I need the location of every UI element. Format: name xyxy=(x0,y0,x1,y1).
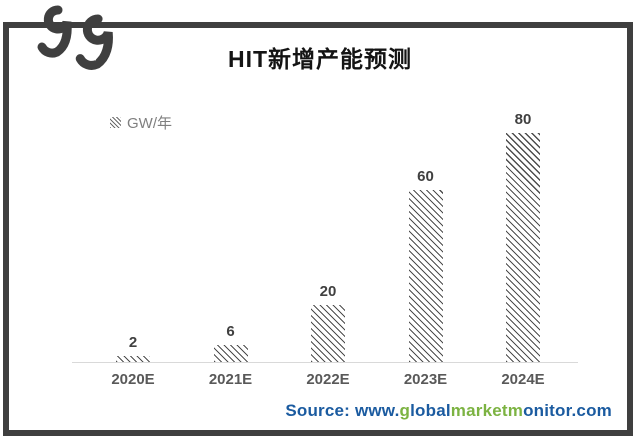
bar-2021E xyxy=(213,345,248,362)
x-axis-label-2022E: 2022E xyxy=(306,371,350,388)
legend-hatch-swatch-icon xyxy=(110,117,121,128)
x-axis-label-2023E: 2023E xyxy=(403,371,448,388)
bar-2024E xyxy=(506,133,540,362)
legend-label: GW/年 xyxy=(127,115,172,132)
chart-title: HIT新增产能预测 xyxy=(227,46,413,72)
source-segment-4: m xyxy=(507,401,524,420)
x-axis-label-2024E: 2024E xyxy=(501,371,545,388)
bar-2020E xyxy=(116,356,150,362)
source-segment-0: Source: www. xyxy=(285,401,400,420)
value-label-2021E: 6 xyxy=(226,323,235,340)
value-label-2024E: 80 xyxy=(514,111,532,128)
bar-2023E xyxy=(408,190,443,362)
double-hook-ee-logo-icon xyxy=(37,5,113,70)
x-axis-labels: 2020E 2021E 2022E 2023E 2024E xyxy=(72,371,578,391)
source-segment-1: g xyxy=(399,401,411,420)
source-segment-3: market xyxy=(450,401,508,420)
x-axis-label-2021E: 2021E xyxy=(208,371,253,388)
value-label-2022E: 20 xyxy=(319,283,337,300)
value-label-2020E: 2 xyxy=(128,334,138,351)
source-attribution: Source: www.globalmarketmonitor.com xyxy=(285,401,612,421)
source-segment-2: lobal xyxy=(410,401,451,420)
legend: GW/年 xyxy=(110,112,172,133)
source-segment-5: onitor.com xyxy=(523,401,612,420)
bar-2022E xyxy=(311,305,345,362)
plot-area: 2 6 20 60 80 xyxy=(72,111,578,363)
x-axis-label-2020E: 2020E xyxy=(111,371,155,388)
value-label-2023E: 60 xyxy=(417,168,434,185)
